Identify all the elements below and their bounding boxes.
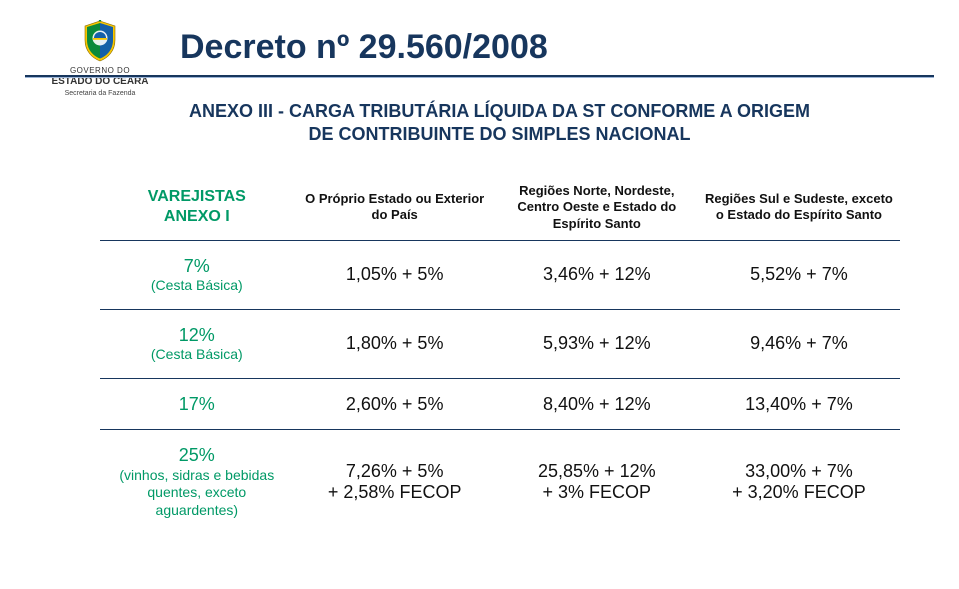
table-body: 7% (Cesta Básica) 1,05% + 5% 3,46% + 12%…: [100, 240, 900, 533]
table-row: 25% (vinhos, sidras e bebidas quentes, e…: [100, 430, 900, 534]
row-label: 17%: [100, 378, 294, 430]
cell: 1,05% + 5%: [294, 240, 496, 309]
title-underline: [25, 75, 934, 78]
row-label: 12% (Cesta Básica): [100, 309, 294, 378]
col-header-region-1: O Próprio Estado ou Exterior do País: [294, 175, 496, 240]
table-row: 12% (Cesta Básica) 1,80% + 5% 5,93% + 12…: [100, 309, 900, 378]
tax-table: VAREJISTAS ANEXO I O Próprio Estado ou E…: [100, 175, 900, 533]
document-title: Decreto nº 29.560/2008: [180, 28, 548, 67]
subtitle-line2: DE CONTRIBUINTE DO SIMPLES NACIONAL: [308, 124, 690, 144]
cell: 7,26% + 5%+ 2,58% FECOP: [294, 430, 496, 534]
row-label: 7% (Cesta Básica): [100, 240, 294, 309]
logo-text: GOVERNO DO ESTADO DO CEARÁ Secretaria da…: [30, 66, 170, 98]
cell: 1,80% + 5%: [294, 309, 496, 378]
col-header-region-2: Regiões Norte, Nordeste, Centro Oeste e …: [496, 175, 698, 240]
cell: 25,85% + 12%+ 3% FECOP: [496, 430, 698, 534]
table-row: 17% 2,60% + 5% 8,40% + 12% 13,40% + 7%: [100, 378, 900, 430]
cell: 2,60% + 5%: [294, 378, 496, 430]
cell: 13,40% + 7%: [698, 378, 900, 430]
subtitle-line1: ANEXO III - CARGA TRIBUTÁRIA LÍQUIDA DA …: [189, 101, 810, 121]
cell: 5,52% + 7%: [698, 240, 900, 309]
cell: 3,46% + 12%: [496, 240, 698, 309]
gov-logo: GOVERNO DO ESTADO DO CEARÁ Secretaria da…: [30, 20, 170, 98]
cell: 9,46% + 7%: [698, 309, 900, 378]
row-label: 25% (vinhos, sidras e bebidas quentes, e…: [100, 430, 294, 534]
cell: 5,93% + 12%: [496, 309, 698, 378]
col-header-region-3: Regiões Sul e Sudeste, exceto o Estado d…: [698, 175, 900, 240]
logo-line3: Secretaria da Fazenda: [30, 90, 170, 98]
cell: 8,40% + 12%: [496, 378, 698, 430]
col-header-varejistas: VAREJISTAS ANEXO I: [100, 175, 294, 240]
shield-icon: [82, 20, 118, 62]
subtitle: ANEXO III - CARGA TRIBUTÁRIA LÍQUIDA DA …: [100, 100, 899, 147]
cell: 33,00% + 7%+ 3,20% FECOP: [698, 430, 900, 534]
table-row: 7% (Cesta Básica) 1,05% + 5% 3,46% + 12%…: [100, 240, 900, 309]
